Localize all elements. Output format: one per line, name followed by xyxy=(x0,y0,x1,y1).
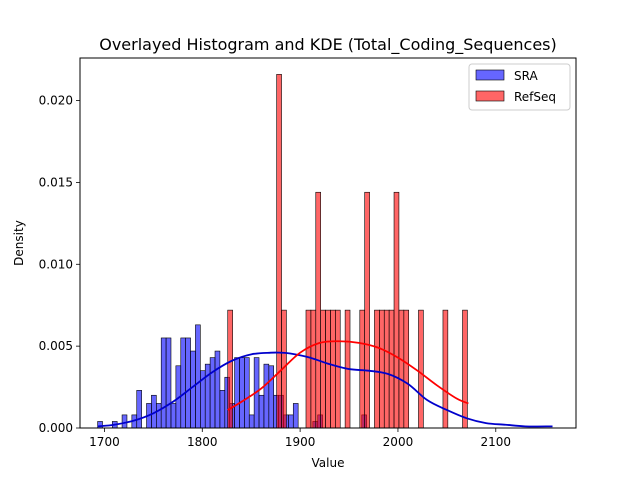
sra-bar xyxy=(234,357,240,429)
sra-bar xyxy=(268,365,275,429)
x-tick-label: 2000 xyxy=(383,435,414,449)
refseq-bar xyxy=(310,309,317,429)
sra-bar xyxy=(185,337,191,429)
refseq-bar xyxy=(325,309,331,429)
refseq-bar xyxy=(418,309,424,429)
sra-bar xyxy=(121,414,128,429)
sra-bar xyxy=(248,414,255,429)
y-tick-label: 0.000 xyxy=(39,421,73,435)
sra-bar xyxy=(136,390,142,429)
refseq-bar xyxy=(383,309,390,429)
sra-bar xyxy=(170,403,177,429)
refseq-bar xyxy=(320,309,326,429)
x-axis: 1700 1800 1900 2000 2100 xyxy=(89,428,511,449)
legend-label-refseq: RefSeq xyxy=(514,90,556,104)
refseq-kde-curve xyxy=(227,340,469,411)
refseq-bar xyxy=(305,309,312,429)
y-tick-label: 0.005 xyxy=(39,339,73,353)
refseq-bar xyxy=(462,309,468,429)
plot-frame xyxy=(79,57,577,429)
sra-bar xyxy=(180,337,186,429)
refseq-bar xyxy=(393,191,400,429)
x-tick-label: 1700 xyxy=(89,435,120,449)
legend-label-sra: SRA xyxy=(514,69,538,83)
y-tick-label: 0.010 xyxy=(39,257,73,271)
y-axis-label: Density xyxy=(12,220,26,266)
legend: SRA RefSeq xyxy=(468,63,571,111)
sra-bar xyxy=(244,357,250,429)
refseq-bar xyxy=(315,191,321,429)
refseq-bar xyxy=(276,74,282,429)
sra-bar xyxy=(258,394,265,429)
refseq-bar xyxy=(374,309,380,429)
x-tick-label: 1800 xyxy=(187,435,218,449)
x-axis-label: Value xyxy=(312,456,345,470)
sra-bar xyxy=(156,403,162,429)
refseq-bar xyxy=(330,309,336,429)
refseq-bar xyxy=(364,191,370,429)
refseq-bar xyxy=(403,309,410,429)
sra-bar xyxy=(160,337,167,429)
sra-bar xyxy=(190,350,196,429)
legend-swatch-sra xyxy=(475,69,505,81)
refseq-bar xyxy=(388,309,395,429)
sra-kde-curve xyxy=(97,351,553,428)
sra-bar xyxy=(195,324,201,429)
sra-bar xyxy=(239,357,245,429)
sra-bar xyxy=(214,350,221,429)
refseq-bar xyxy=(335,309,341,429)
legend-swatch-refseq xyxy=(475,90,505,102)
sra-bar xyxy=(263,363,270,429)
refseq-bar xyxy=(359,309,365,429)
sra-bar xyxy=(209,357,216,429)
refseq-bar xyxy=(398,309,405,429)
y-tick-label: 0.020 xyxy=(39,94,73,108)
x-tick-label: 2100 xyxy=(481,435,512,449)
sra-bar xyxy=(292,403,299,429)
sra-bar xyxy=(219,390,226,429)
y-tick-label: 0.015 xyxy=(39,175,73,189)
sra-bar xyxy=(288,414,294,429)
refseq-bar xyxy=(379,309,385,429)
x-tick-label: 1900 xyxy=(285,435,316,449)
sra-bar xyxy=(165,337,172,429)
chart-title: Overlayed Histogram and KDE (Total_Codin… xyxy=(99,35,557,55)
y-axis: 0.000 0.005 0.010 0.015 0.020 xyxy=(39,94,80,435)
